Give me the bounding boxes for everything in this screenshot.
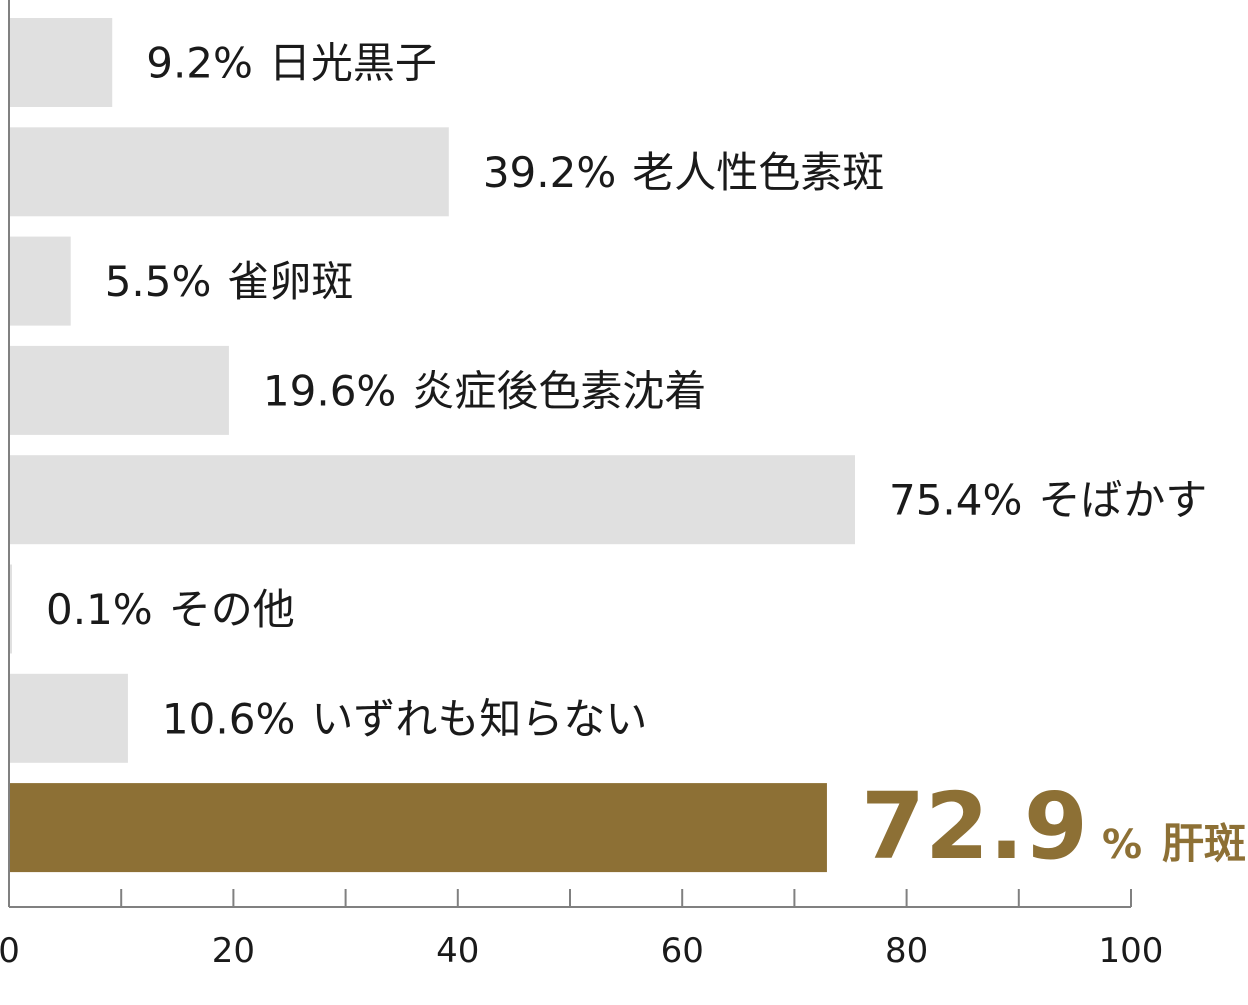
bar-label-7: 10.6% いずれも知らない (162, 694, 647, 743)
bar-6 (9, 564, 12, 654)
bar-value: 0.1% (46, 585, 153, 634)
bar-category: そばかす (1038, 475, 1207, 524)
bar-2 (9, 127, 449, 217)
bar-label-6: 0.1% その他 (46, 585, 295, 634)
bar-category: いずれも知らない (311, 694, 647, 743)
bar-label-2: 39.2% 老人性色素斑 (483, 147, 884, 196)
bar-8 (9, 783, 827, 873)
bar-5 (9, 455, 855, 545)
bar-value: 10.6% (162, 694, 295, 743)
x-ticks: 0 20 40 60 80 100 (0, 889, 1163, 971)
highlight-category: 肝斑 (1162, 819, 1246, 868)
x-tick-label: 80 (885, 931, 928, 971)
x-tick-label: 100 (1099, 931, 1164, 971)
bar-category: 雀卵斑 (227, 257, 353, 306)
bar-value: 19.6% (263, 366, 396, 415)
x-tick-label: 20 (212, 931, 255, 971)
x-tick-label: 0 (0, 931, 20, 971)
bar-category: 炎症後色素沈着 (412, 366, 706, 415)
bar-value: 39.2% (483, 147, 616, 196)
x-tick-label: 60 (661, 931, 704, 971)
bar-label-4: 19.6% 炎症後色素沈着 (263, 366, 706, 415)
bar-1 (9, 18, 113, 107)
highlight-unit: % (1102, 822, 1142, 868)
bar-label-5: 75.4% そばかす (889, 475, 1207, 524)
bar-value: 5.5% (105, 257, 212, 306)
bars-layer (9, 18, 855, 873)
highlight-label: 72.9% 肝斑 (861, 773, 1246, 880)
bar-category: 老人性色素斑 (632, 147, 884, 196)
bar-4 (9, 345, 229, 435)
labels-layer: 9.2% 日光黒子 39.2% 老人性色素斑 5.5% 雀卵斑 19.6% 炎症後色素沈着 75… (46, 38, 1246, 880)
x-tick-label: 40 (436, 931, 479, 971)
bar-value: 75.4% (889, 475, 1022, 524)
bar-value: 9.2% (146, 38, 253, 87)
bar-label-1: 9.2% 日光黒子 (146, 38, 437, 87)
bar-label-3: 5.5% 雀卵斑 (105, 257, 354, 306)
bar-category: その他 (169, 585, 295, 634)
bar-7 (9, 673, 128, 763)
bar-category: 日光黒子 (269, 38, 437, 87)
highlight-value: 72.9 (861, 773, 1088, 880)
bar-3 (9, 236, 71, 326)
